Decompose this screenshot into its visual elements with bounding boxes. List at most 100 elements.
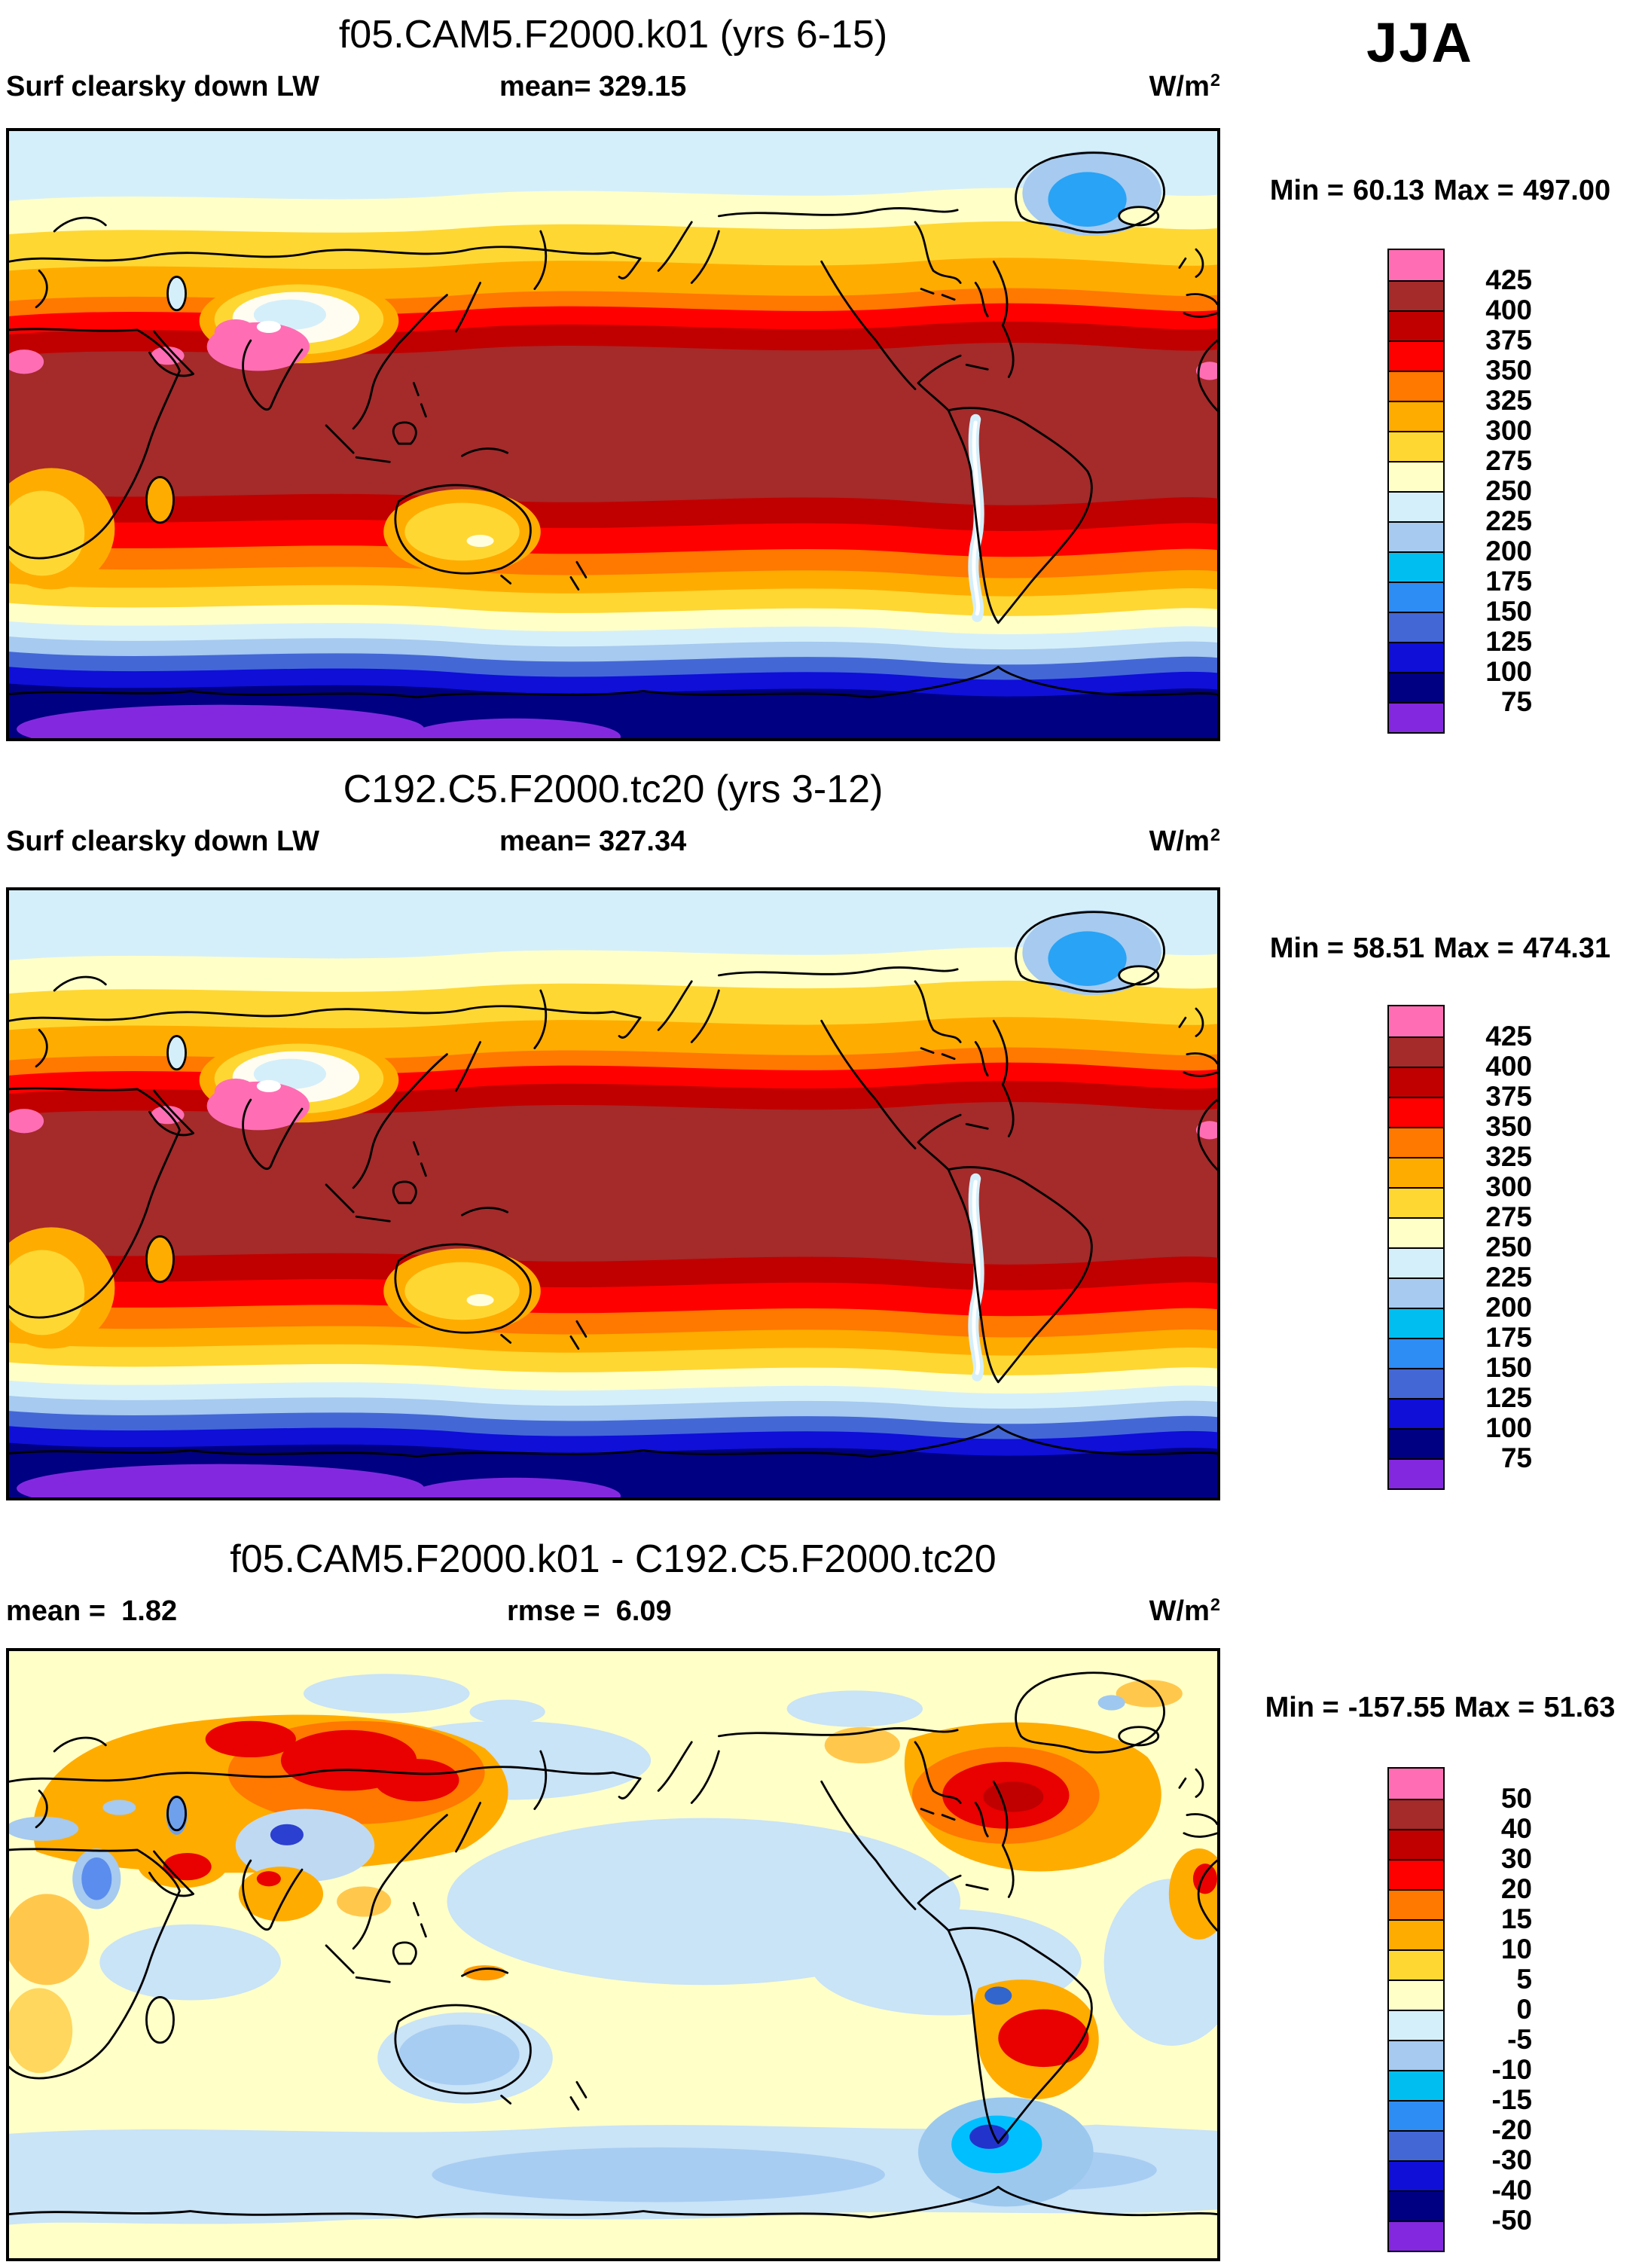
colorbar-tick-label: 100 (1485, 656, 1532, 687)
colorbar-swatches (1387, 1767, 1445, 2252)
colorbar-tick-label: 300 (1485, 415, 1532, 446)
colorbar-tick-label: 350 (1485, 355, 1532, 386)
colorbar-tick-label: -5 (1507, 2024, 1532, 2055)
colorbar-cell (1389, 551, 1443, 581)
colorbar-tick-label: 275 (1485, 445, 1532, 476)
colorbar-cell (1389, 1097, 1443, 1127)
panel2-title: C192.C5.F2000.tc20 (yrs 3-12) (343, 768, 884, 811)
colorbar-cell (1389, 280, 1443, 310)
colorbar-tick-label: 375 (1485, 325, 1532, 356)
colorbar-cell (1389, 1889, 1443, 1919)
colorbar-tick-label: -10 (1491, 2054, 1532, 2085)
panel2-units: W/m2 (1149, 825, 1220, 857)
colorbar-cell (1389, 521, 1443, 551)
colorbar-cell (1389, 1398, 1443, 1428)
colorbar-swatches (1387, 1005, 1445, 1490)
panel1-mean: mean= 329.15 (499, 71, 687, 102)
colorbar-cell (1389, 2160, 1443, 2190)
panel3-map (6, 1648, 1220, 2261)
colorbar-cell (1389, 1368, 1443, 1398)
colorbar-tick-label: 10 (1500, 1934, 1532, 1964)
colorbar-cell (1389, 2100, 1443, 2130)
panel3-title: f05.CAM5.F2000.k01 - C192.C5.F2000.tc20 (230, 1537, 997, 1581)
colorbar-tick-label: 225 (1485, 505, 1532, 536)
colorbar-tick-label: 40 (1500, 1813, 1532, 1844)
colorbar-cell (1389, 310, 1443, 340)
colorbar-tick-label: 225 (1485, 1262, 1532, 1293)
colorbar-cell (1389, 1919, 1443, 1949)
colorbar-tick-label: 200 (1485, 536, 1532, 566)
colorbar-cell (1389, 612, 1443, 642)
panel2-header: Surf clearsky down LW mean= 327.34 W/m2 (6, 825, 1220, 863)
colorbar-labels: 425 400 375 350 325 300 275 250 225 200 175 150 125 1… (1454, 250, 1532, 735)
panel3-mean: mean = 1.82 (6, 1595, 178, 1627)
colorbar-labels: 425 400 375 350 325 300 275 250 225 200 175 150 125 1… (1454, 1006, 1532, 1491)
colorbar-cell (1389, 1859, 1443, 1889)
colorbar-cell (1389, 340, 1443, 371)
colorbar-tick-label: 375 (1485, 1081, 1532, 1112)
colorbar-tick-label: -15 (1491, 2084, 1532, 2115)
colorbar-cell (1389, 1277, 1443, 1308)
panel2-minmax: Min = 58.51 Max = 474.31 (1269, 933, 1611, 964)
colorbar-cell (1389, 2070, 1443, 2100)
colorbar-cell (1389, 401, 1443, 431)
colorbar-cell (1389, 1308, 1443, 1338)
colorbar-cell (1389, 1036, 1443, 1067)
panel3-map-svg (9, 1651, 1217, 2258)
colorbar-tick-label: 300 (1485, 1171, 1532, 1202)
colorbar-tick-label: 125 (1485, 1382, 1532, 1413)
panel1-map (6, 128, 1220, 741)
colorbar-cell (1389, 1338, 1443, 1368)
colorbar-tick-label: 75 (1500, 1442, 1532, 1473)
colorbar-cell (1389, 1980, 1443, 2010)
colorbar-tick-label: 150 (1485, 596, 1532, 627)
panel3-header: mean = 1.82 rmse = 6.09 W/m2 (6, 1595, 1220, 1633)
colorbar-tick-label: 5 (1516, 1964, 1532, 1995)
colorbar-cell (1389, 2190, 1443, 2221)
colorbar-cell (1389, 1187, 1443, 1217)
panel1-variable-label: Surf clearsky down LW (6, 71, 319, 102)
colorbar-cell (1389, 1458, 1443, 1488)
panel3-units: W/m2 (1149, 1595, 1220, 1627)
colorbar-swatches (1387, 249, 1445, 734)
colorbar-tick-label: 20 (1500, 1873, 1532, 1904)
colorbar-cell (1389, 2130, 1443, 2160)
colorbar-cell (1389, 672, 1443, 702)
season-label: JJA (1366, 11, 1473, 74)
colorbar-tick-label: 30 (1500, 1843, 1532, 1874)
colorbar-cell (1389, 1428, 1443, 1458)
colorbar-cell (1389, 371, 1443, 401)
panel1-header: Surf clearsky down LW mean= 329.15 W/m2 (6, 70, 1220, 108)
colorbar-tick-label: 275 (1485, 1201, 1532, 1232)
colorbar-cell (1389, 1949, 1443, 1980)
colorbar-tick-label: 0 (1516, 1994, 1532, 2025)
colorbar-tick-label: 325 (1485, 1141, 1532, 1172)
panel2-mean: mean= 327.34 (499, 826, 687, 857)
colorbar-tick-label: 175 (1485, 1322, 1532, 1353)
colorbar-cell (1389, 702, 1443, 732)
colorbar-tick-label: -20 (1491, 2114, 1532, 2145)
panel3-rmse: rmse = 6.09 (507, 1595, 672, 1627)
colorbar-cell (1389, 250, 1443, 280)
colorbar-tick-label: 250 (1485, 1232, 1532, 1262)
colorbar-tick-label: 400 (1485, 295, 1532, 325)
colorbar-cell (1389, 461, 1443, 491)
colorbar-cell (1389, 1799, 1443, 1829)
colorbar-cell (1389, 491, 1443, 521)
colorbar-cell (1389, 2040, 1443, 2070)
panel3-minmax: Min = -157.55 Max = 51.63 (1265, 1692, 1616, 1723)
colorbar-tick-label: 75 (1500, 686, 1532, 717)
colorbar-tick-label: 400 (1485, 1051, 1532, 1082)
colorbar-cell (1389, 642, 1443, 672)
colorbar-cell (1389, 1247, 1443, 1277)
panel1-units: W/m2 (1149, 70, 1220, 102)
colorbar-tick-label: 125 (1485, 626, 1532, 657)
panel1-title: f05.CAM5.F2000.k01 (yrs 6-15) (338, 13, 888, 56)
colorbar-tick-label: 175 (1485, 566, 1532, 597)
colorbar-tick-label: 50 (1500, 1783, 1532, 1814)
colorbar-tick-label: 200 (1485, 1292, 1532, 1323)
colorbar-tick-label: 150 (1485, 1352, 1532, 1383)
colorbar-cell (1389, 1067, 1443, 1097)
colorbar-tick-label: -40 (1491, 2175, 1532, 2205)
